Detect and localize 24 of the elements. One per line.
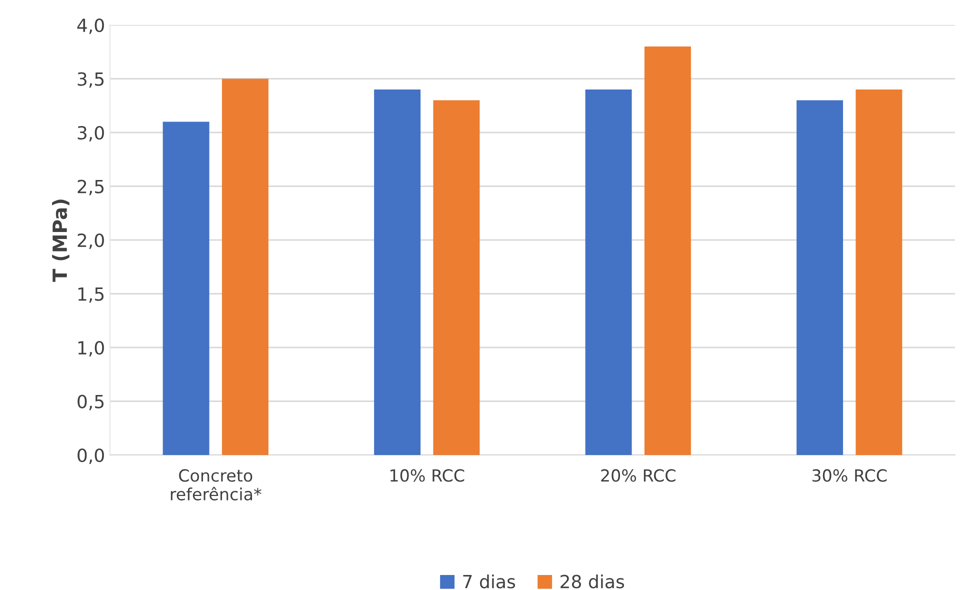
x-tick-label: Concreto referência* <box>170 469 262 500</box>
y-tick-label: 3,5 <box>78 72 104 88</box>
y-tick-label: 2,5 <box>78 180 104 196</box>
y-tick-label: 4,0 <box>77 18 104 34</box>
bar <box>374 90 421 455</box>
x-tick-label: 10% RCC <box>390 469 464 482</box>
y-tick-label: 2,0 <box>78 233 104 249</box>
bar <box>585 90 632 455</box>
y-tick-label: 0,5 <box>78 394 104 410</box>
y-axis-title: T (MPa) <box>52 200 70 282</box>
bar <box>433 100 480 455</box>
bar <box>644 46 691 455</box>
y-tick-label: 0,0 <box>78 448 104 464</box>
y-tick-label: 1,0 <box>78 340 104 356</box>
x-tick-label: 30% RCC <box>812 469 887 482</box>
bar <box>796 100 844 455</box>
x-tick-label: 20% RCC <box>601 469 676 482</box>
y-tick-label: 1,5 <box>78 287 104 303</box>
y-tick-label: 3,0 <box>78 126 104 142</box>
legend-label: 28 dias <box>560 574 624 588</box>
legend-label: 7 dias <box>463 574 516 588</box>
bar <box>856 90 902 455</box>
bar <box>162 122 210 455</box>
bar <box>222 78 268 455</box>
